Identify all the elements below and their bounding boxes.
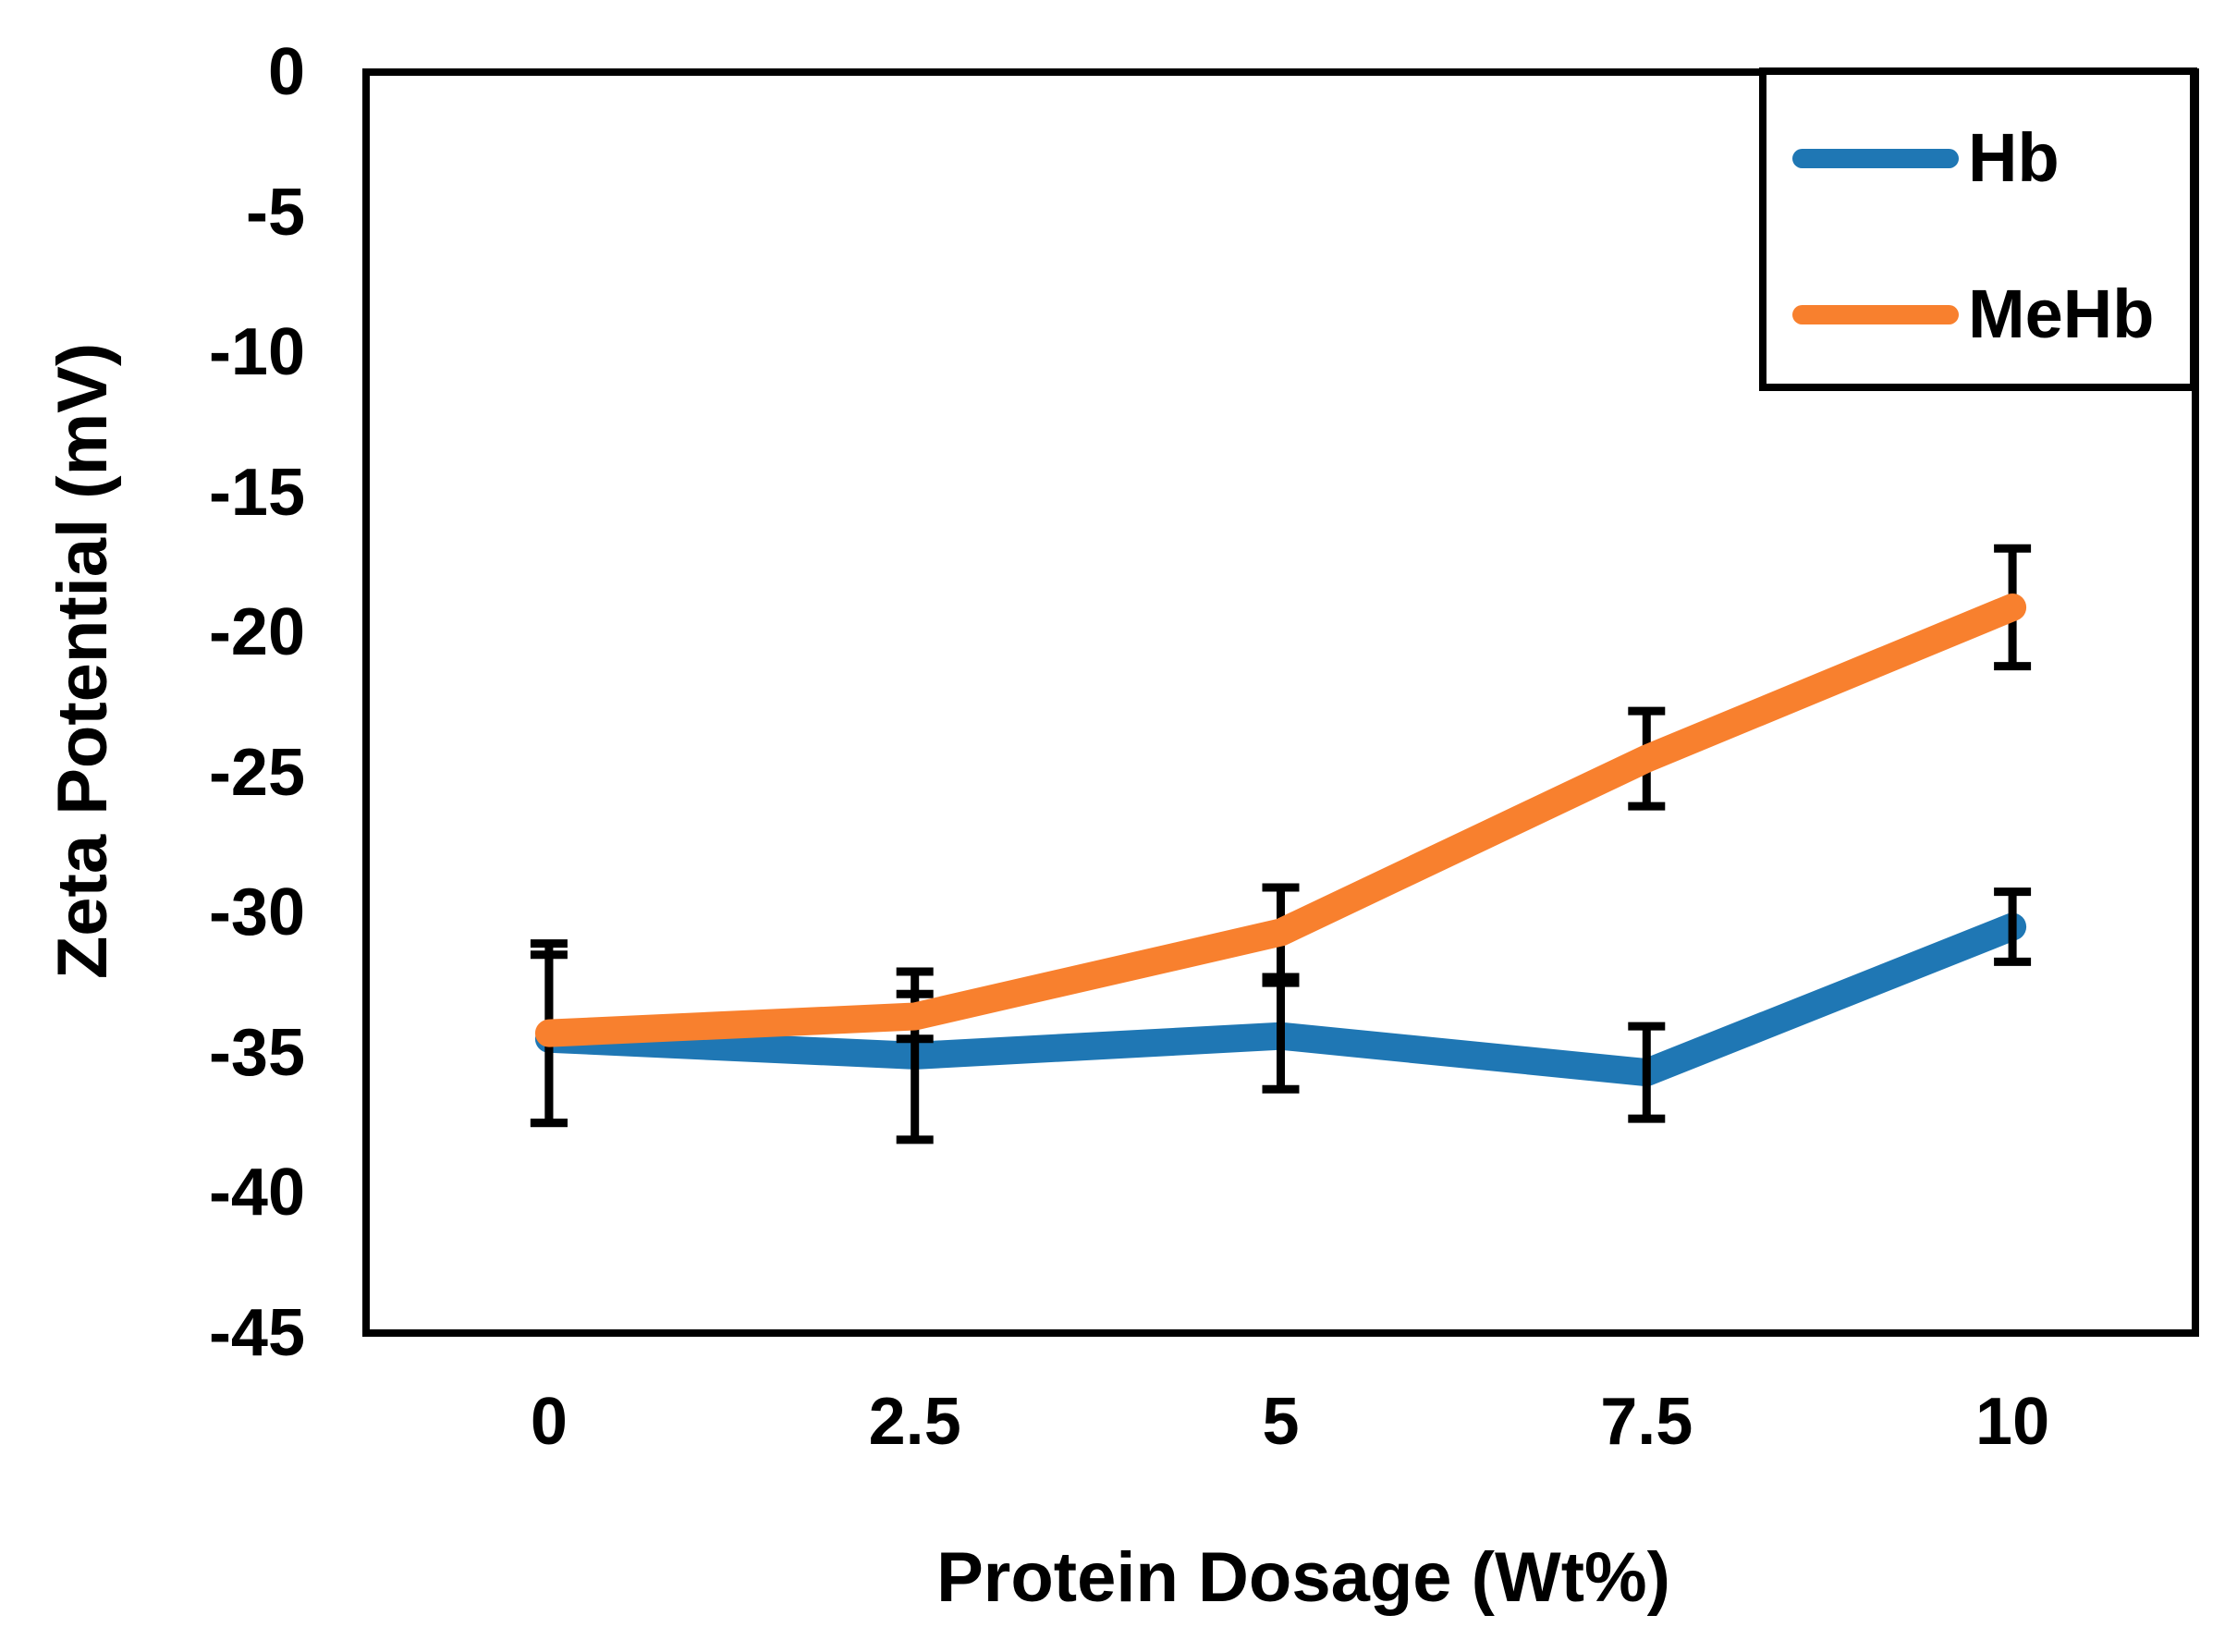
x-tick-label-5: 5 (1262, 1385, 1300, 1459)
legend-item-hb: Hb (1766, 121, 2190, 195)
y-tick-label-0: 0 (267, 35, 305, 109)
y-tick-label--25: -25 (208, 735, 305, 810)
x-tick-label-0: 0 (530, 1385, 568, 1459)
y-tick-label--5: -5 (245, 175, 305, 250)
legend-swatch-hb (1792, 148, 1959, 168)
y-tick-label--15: -15 (208, 455, 305, 530)
legend: Hb MeHb (1759, 67, 2197, 391)
x-tick-label-7.5: 7.5 (1600, 1385, 1693, 1459)
legend-label-mehb: MeHb (1968, 275, 2155, 352)
error-bars-mehb (530, 544, 2032, 1128)
legend-item-mehb: MeHb (1766, 277, 2190, 351)
series-line-mehb (534, 593, 2027, 1047)
plot-border (362, 68, 2199, 1337)
y-tick-label--45: -45 (208, 1296, 305, 1370)
y-tick-label--30: -30 (208, 875, 305, 950)
legend-swatch-mehb (1792, 304, 1959, 324)
x-tick-label-2.5: 2.5 (868, 1385, 961, 1459)
legend-label-hb: Hb (1968, 119, 2060, 196)
y-tick-label--20: -20 (208, 595, 305, 670)
y-tick-label--35: -35 (208, 1015, 305, 1090)
y-tick-label--40: -40 (208, 1156, 305, 1230)
y-tick-label--10: -10 (208, 315, 305, 390)
x-axis-title: Protein Dosage (Wt%) (936, 1538, 1670, 1617)
x-tick-label-10: 10 (1975, 1385, 2050, 1459)
